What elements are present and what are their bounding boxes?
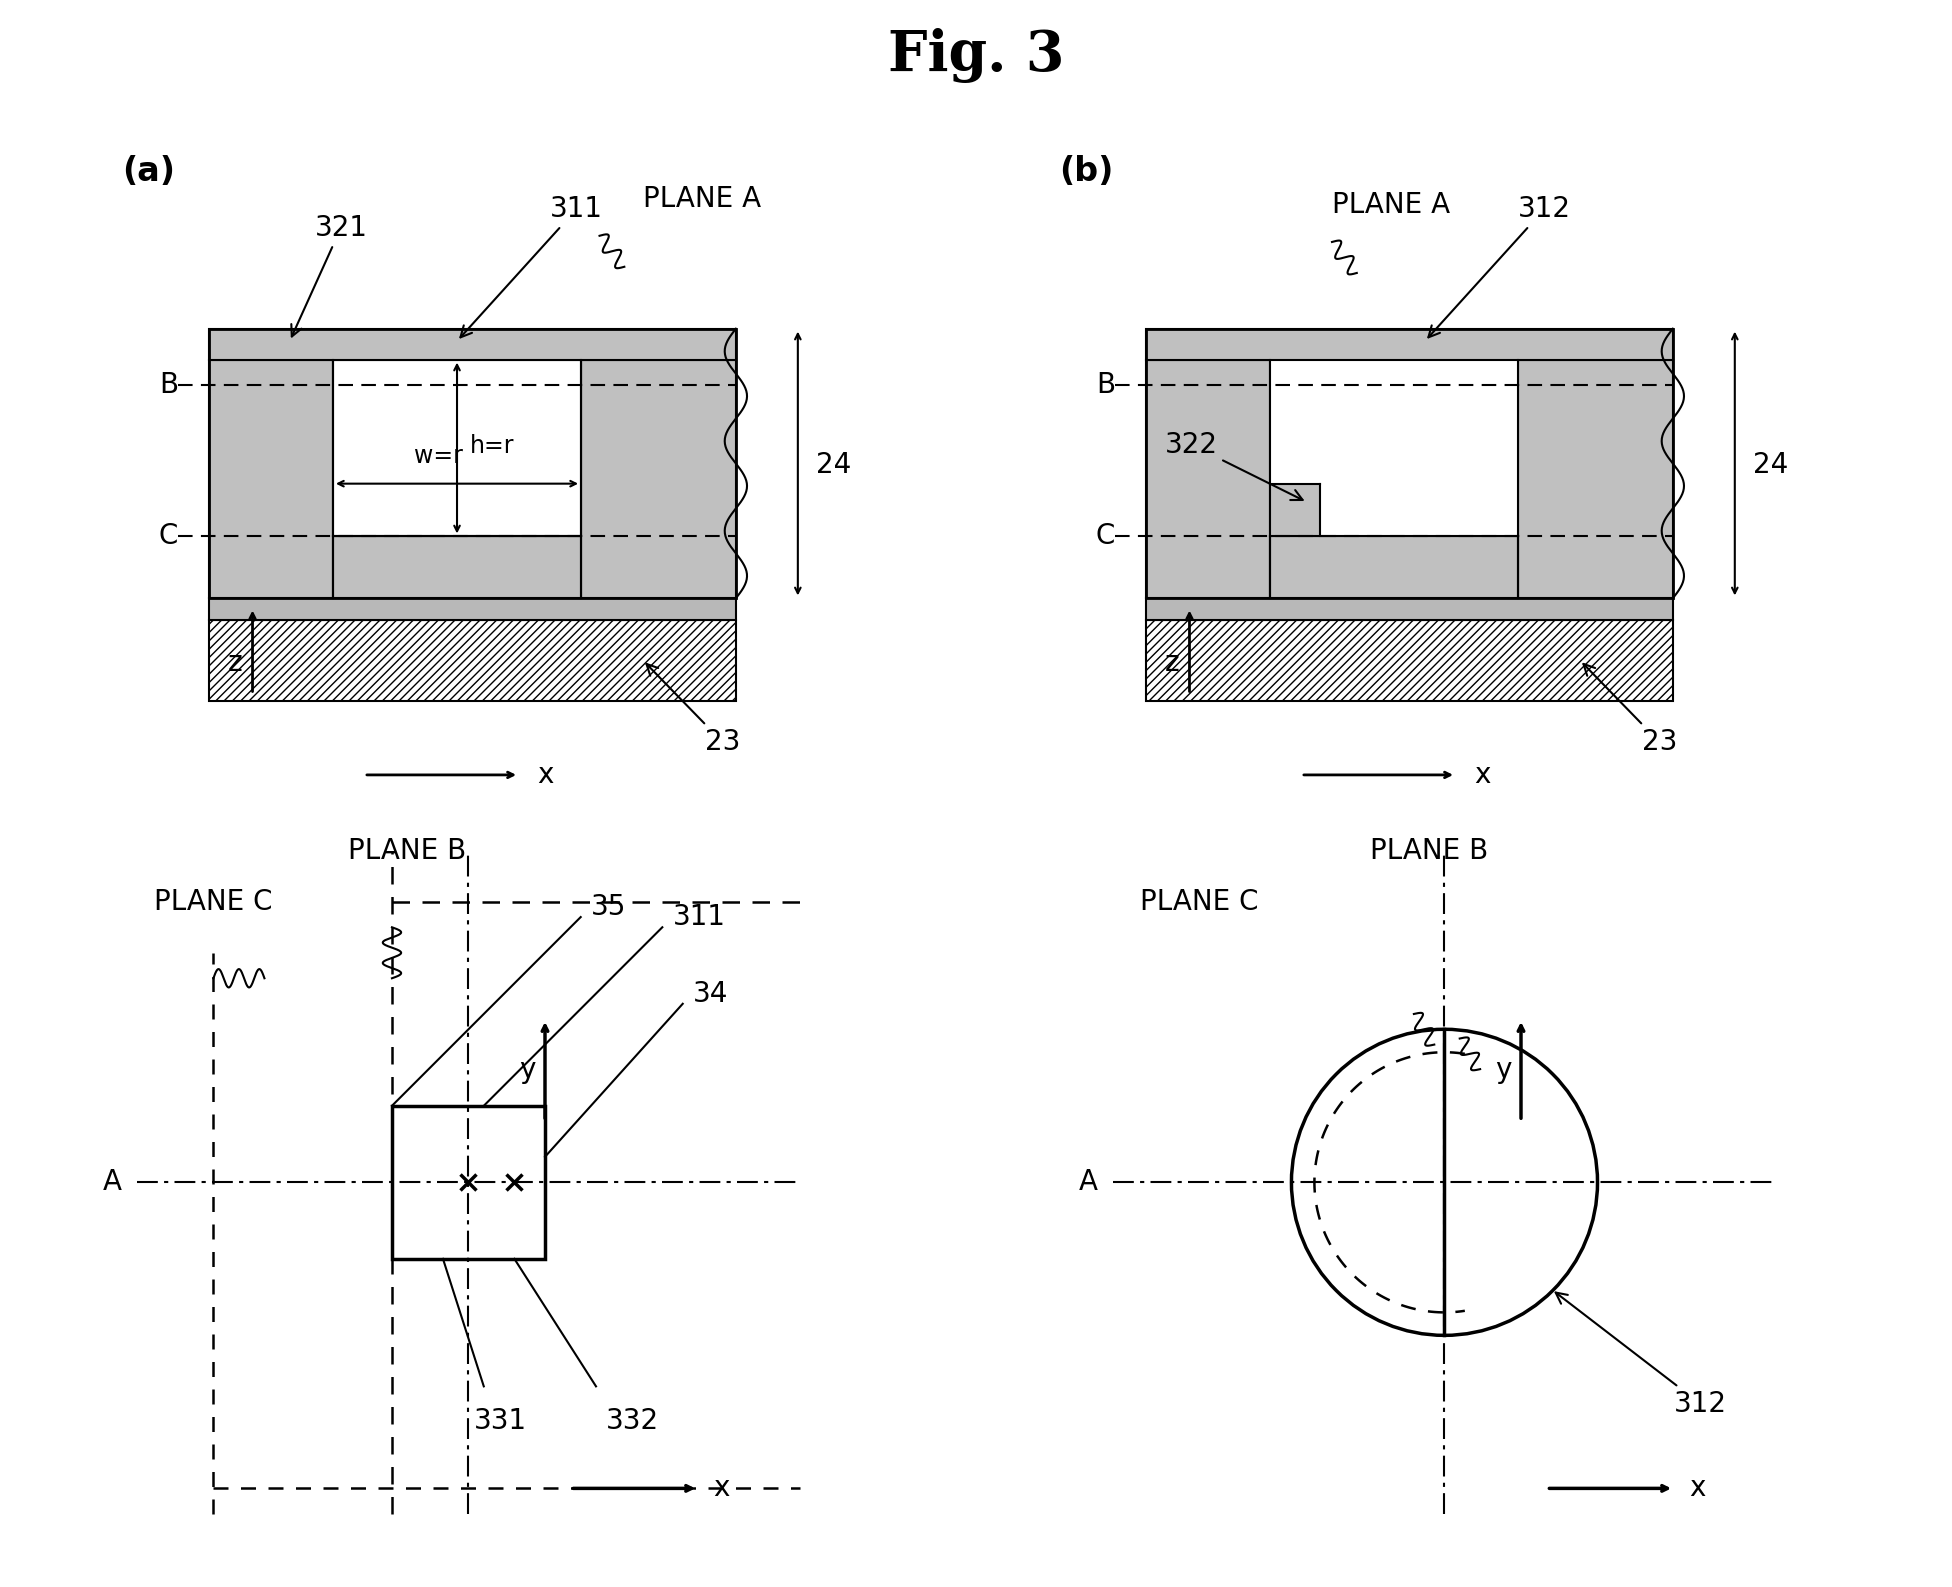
Bar <box>209 621 736 700</box>
Text: 35: 35 <box>591 893 627 920</box>
Text: A: A <box>103 1168 121 1197</box>
Text: z: z <box>1165 649 1179 678</box>
Text: 23: 23 <box>1583 663 1677 755</box>
Text: 312: 312 <box>1556 1292 1728 1417</box>
Text: C: C <box>1095 522 1115 551</box>
Text: w=r: w=r <box>414 444 463 468</box>
Bar <box>209 329 736 598</box>
Text: 331: 331 <box>474 1406 527 1435</box>
Text: PLANE A: PLANE A <box>642 184 761 213</box>
Text: (a): (a) <box>123 156 176 189</box>
Text: 23: 23 <box>646 663 740 755</box>
Text: (b): (b) <box>1060 156 1115 189</box>
Text: 311: 311 <box>673 903 726 932</box>
Bar <box>1271 360 1519 484</box>
Bar <box>334 360 582 536</box>
Text: y: y <box>1495 1055 1513 1084</box>
Bar <box>209 360 334 598</box>
Text: PLANE C: PLANE C <box>154 887 273 916</box>
Bar <box>334 536 582 598</box>
Bar <box>582 360 736 598</box>
Text: 321: 321 <box>291 214 367 336</box>
Text: 312: 312 <box>1429 195 1571 338</box>
Text: z: z <box>228 649 242 678</box>
Text: C: C <box>158 522 178 551</box>
Bar <box>1146 598 1673 621</box>
Text: PLANE B: PLANE B <box>347 836 467 865</box>
Text: 24: 24 <box>816 451 851 479</box>
Text: x: x <box>712 1474 730 1503</box>
Bar <box>1320 484 1519 536</box>
Text: x: x <box>1474 760 1491 789</box>
Text: 34: 34 <box>693 979 728 1008</box>
Text: 332: 332 <box>607 1406 660 1435</box>
Bar <box>1519 360 1673 598</box>
Bar <box>1271 536 1519 598</box>
Text: 24: 24 <box>1753 451 1788 479</box>
Text: PLANE C: PLANE C <box>1140 887 1259 916</box>
Bar <box>1146 329 1673 360</box>
Bar <box>1146 360 1271 598</box>
Text: y: y <box>519 1055 537 1084</box>
Text: B: B <box>158 370 178 398</box>
Text: x: x <box>537 760 554 789</box>
Text: PLANE A: PLANE A <box>1331 190 1450 219</box>
Text: A: A <box>1079 1168 1097 1197</box>
Text: 311: 311 <box>461 195 603 338</box>
Bar <box>392 1106 545 1258</box>
Bar <box>209 598 736 621</box>
Bar <box>1146 329 1673 598</box>
Text: x: x <box>1688 1474 1706 1503</box>
Text: Fig. 3: Fig. 3 <box>888 29 1064 83</box>
Text: h=r: h=r <box>468 435 513 459</box>
Bar <box>1271 484 1320 536</box>
Bar <box>1146 621 1673 700</box>
Text: B: B <box>1095 370 1115 398</box>
Bar <box>209 329 736 360</box>
Text: PLANE B: PLANE B <box>1370 836 1487 865</box>
Text: 322: 322 <box>1165 430 1302 500</box>
